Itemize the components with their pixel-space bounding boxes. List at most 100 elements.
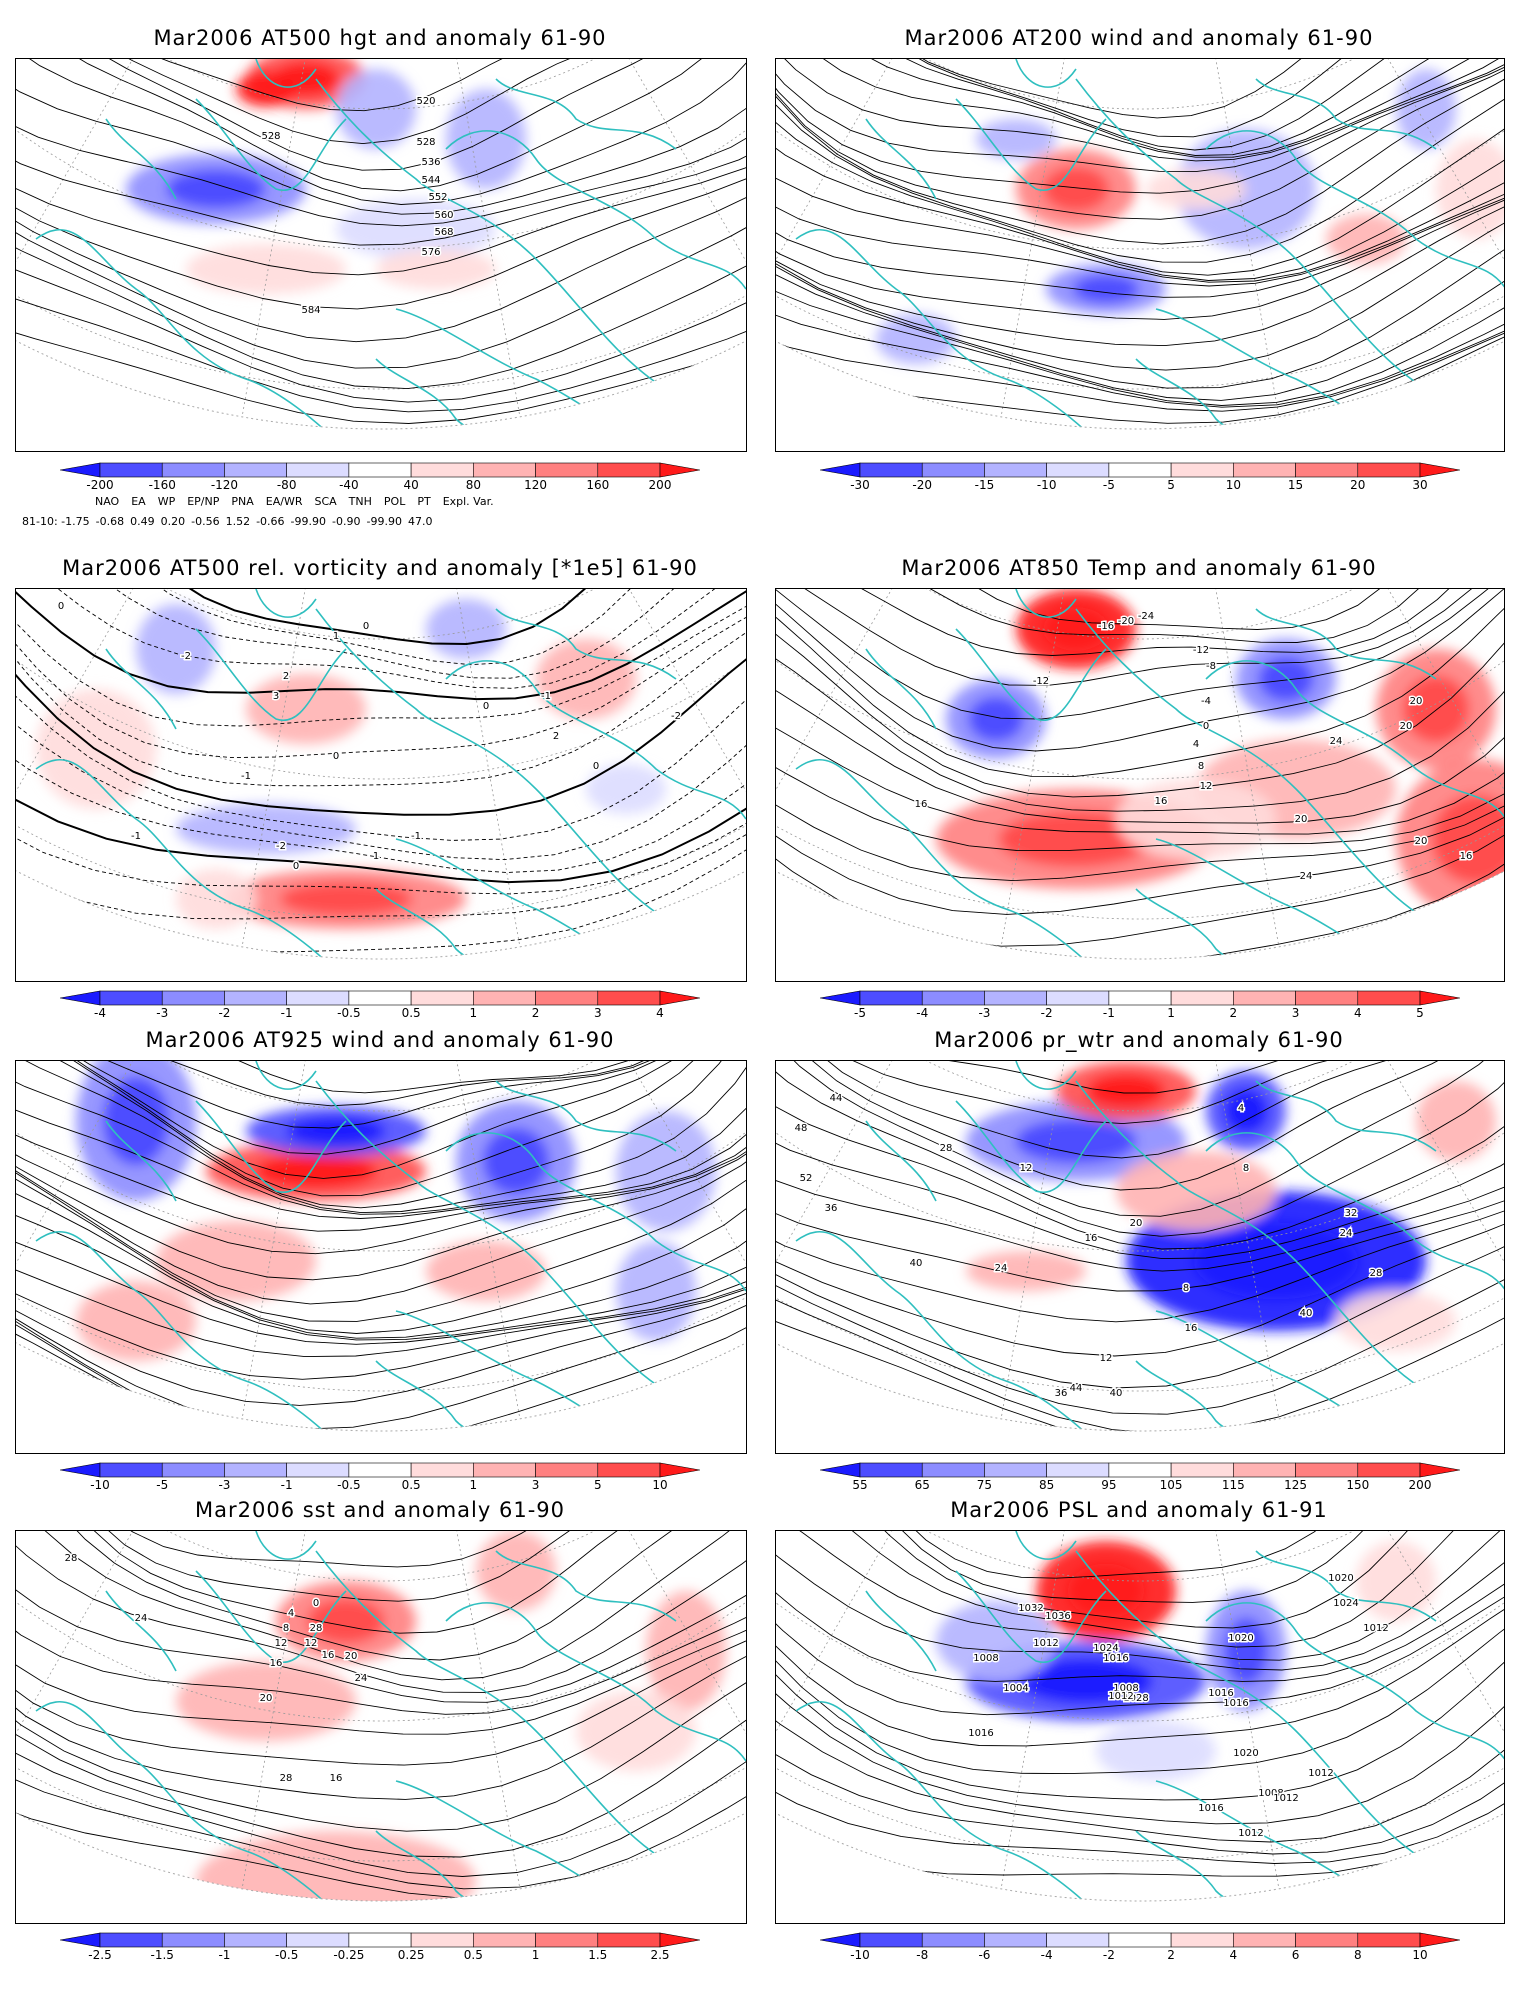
colorbar-bin: [1233, 1932, 1296, 1948]
contour-line: [16, 1061, 746, 1179]
contour-line: [16, 59, 746, 413]
colorbar-low-arrow: [819, 990, 861, 1006]
colorbar-tick-label: -4: [94, 1006, 106, 1020]
equator-circle: [16, 1812, 746, 1902]
colorbar-high-arrow: [1419, 1932, 1461, 1948]
colorbar-tick-label: -2: [1040, 1006, 1053, 1020]
colorbar-tick-label: -2: [218, 1006, 231, 1020]
colorbar-tick-label: -10: [1036, 478, 1057, 492]
colorbar-bin: [1108, 462, 1172, 478]
index-values-row: -1.75 -0.68 0.49 0.20 -0.56 1.52 -0.66 -99.90 -0…: [61, 515, 438, 528]
contour-label: 4: [1238, 1103, 1244, 1114]
index-value: -0.66: [256, 515, 285, 528]
contour-line: [776, 1061, 1504, 1292]
index-value: -1.75: [61, 515, 90, 528]
contour-line: [16, 59, 746, 171]
contour-line: [16, 1531, 746, 1735]
contour-label: 568: [434, 227, 453, 238]
contour-line: [16, 59, 746, 276]
contour-line: [16, 589, 746, 861]
contour-line: [776, 1531, 1504, 1825]
index-name: WP: [157, 495, 176, 508]
coastline: [1015, 1061, 1077, 1090]
contour-line: [16, 589, 746, 816]
coastlines: [795, 59, 1504, 429]
anomaly-core: [483, 1128, 549, 1194]
contour-label: 1008: [1258, 1788, 1283, 1799]
colorbar-tick-label: 120: [524, 478, 547, 492]
colorbar-tick-label: -5: [156, 1478, 169, 1492]
coastline: [1255, 78, 1437, 150]
colorbar-tick-label: 80: [465, 478, 481, 492]
panel-title: Mar2006 AT925 wind and anomaly 61-90: [145, 1028, 615, 1052]
colorbar-bin: [535, 462, 599, 478]
index-row-label: 81-10:: [22, 515, 58, 528]
contour-label: 1012: [1273, 1793, 1298, 1804]
contour-label: 20: [1400, 721, 1413, 732]
contour-label: 1020: [1233, 1748, 1258, 1759]
anomaly-core: [307, 1599, 385, 1643]
contour-label: 1012: [1238, 1828, 1263, 1839]
index-name: Expl. Var.: [442, 495, 494, 508]
colorbar-bin: [161, 990, 225, 1006]
colorbar-bin: [921, 462, 985, 478]
colorbar-tick-label: 200: [648, 478, 672, 492]
colorbar-tick-label: 10: [1412, 1948, 1428, 1962]
contour-line: [776, 1061, 1504, 1323]
contour-label: 520: [416, 96, 435, 107]
colorbar-bin: [1357, 990, 1421, 1006]
contour-line: [16, 1531, 746, 1568]
colorbar-bin: [1357, 1932, 1421, 1948]
colorbar-low-arrow: [59, 990, 101, 1006]
contour-line: [16, 1061, 746, 1322]
contour-line: [776, 59, 1504, 298]
coastline: [395, 308, 657, 429]
hemisphere-field: [16, 589, 746, 959]
anomaly-region: [1146, 169, 1246, 209]
contour-label: 1016: [1198, 1803, 1223, 1814]
contour-line: [16, 1061, 746, 1255]
coastline: [865, 118, 937, 200]
colorbar-tick-label: 1: [1167, 1006, 1175, 1020]
coastline: [255, 1061, 317, 1090]
contour-line: [776, 589, 1504, 959]
contour-label: -8: [1206, 661, 1216, 672]
contour-label: 1008: [973, 1653, 998, 1664]
meridian-line: [1139, 1531, 1504, 1795]
coastline: [1015, 589, 1077, 618]
contour-label: -16: [1098, 621, 1114, 632]
contour-line: [16, 1531, 746, 1681]
meridian-line: [241, 1061, 382, 1419]
contour-label: 1012: [1108, 1691, 1133, 1702]
contour-label: 40: [910, 1258, 923, 1269]
contour-line: [16, 1061, 746, 1380]
colorbar-low-arrow: [59, 1932, 101, 1948]
colorbar-high-arrow: [659, 1932, 701, 1948]
colorbar-tick-label: 85: [1039, 1478, 1055, 1492]
coastline: [105, 1590, 177, 1672]
colorbar-tick-label: 115: [1221, 1478, 1245, 1492]
teleconnection-values: 81-10: -1.75 -0.68 0.49 0.20 -0.56 1.52 -0.66-…: [22, 515, 438, 528]
contour-line: [16, 1061, 746, 1214]
hemisphere-field: [776, 589, 1504, 959]
contour-label: 0: [1203, 721, 1209, 732]
contour-line: [776, 1061, 1504, 1357]
coastline: [35, 1230, 347, 1431]
colorbar-tick-label: -3: [218, 1478, 231, 1492]
contour-line: [776, 59, 1504, 281]
contour-line: [16, 1531, 746, 1715]
colorbar-bin: [535, 1932, 599, 1948]
colorbar-bin: [473, 462, 536, 478]
colorbar-tick-label: 4: [656, 1006, 664, 1020]
anomaly-shading: [176, 1531, 726, 1901]
contour-line: [776, 589, 1504, 798]
colorbar-labels: -10 -5 -3 -1 -0.5 0.5 1 3 5 10: [60, 1478, 700, 1494]
equator-circle: [776, 1812, 1504, 1902]
contour-line: [776, 59, 1504, 283]
coastline: [375, 358, 537, 429]
colorbar-tick-label: -4: [1040, 1948, 1053, 1962]
anomaly-region: [536, 639, 636, 719]
contour-label: 20: [260, 1693, 273, 1704]
colorbar-tick-label: -160: [148, 478, 176, 492]
contour-label: 4: [1193, 739, 1199, 750]
